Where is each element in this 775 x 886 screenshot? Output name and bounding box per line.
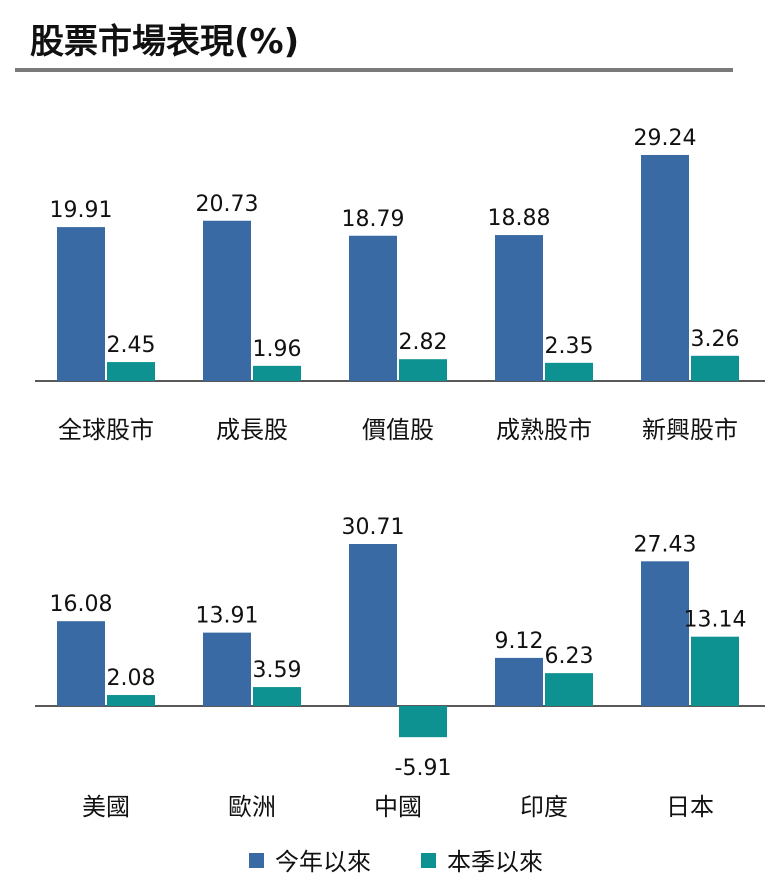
data-label: 19.91 [50,198,113,223]
bar-ytd [641,561,689,706]
bar-ytd [641,154,689,381]
data-label: 20.73 [196,192,259,217]
legend-label: 本季以來 [447,848,543,876]
bar-qtd [399,706,447,738]
category-label: 成熟股市 [496,416,592,444]
bar-qtd [253,687,301,706]
data-label: 18.88 [488,206,551,231]
category-label: 中國 [374,793,422,821]
data-label: 3.26 [691,327,740,352]
data-label: 27.43 [634,532,697,557]
category-label: 日本 [666,793,714,821]
data-label: 13.91 [196,604,259,629]
data-label: 30.71 [342,515,405,540]
bar-ytd [57,621,105,706]
title-divider [15,68,733,72]
data-label: 13.14 [684,608,747,633]
bar-ytd [495,235,543,381]
bar-qtd [107,695,155,706]
bar-qtd [545,673,593,706]
data-label: 2.35 [545,334,594,359]
bar-ytd [203,632,251,706]
bar-ytd [57,227,105,381]
category-label: 價值股 [362,416,434,444]
data-label: 2.08 [107,666,156,691]
category-label: 印度 [520,793,568,821]
category-label: 全球股市 [58,416,154,444]
category-label: 新興股市 [642,416,738,444]
legend-label: 今年以來 [275,848,371,876]
data-label: 2.45 [107,333,156,358]
bar-ytd [495,657,543,706]
bar-ytd [203,220,251,381]
bar-qtd [107,362,155,381]
data-label: 29.24 [634,126,697,151]
data-label: 1.96 [253,337,302,362]
data-label: 9.12 [495,629,544,654]
category-label: 成長股 [216,416,288,444]
data-label: 3.59 [253,658,302,683]
data-label: 6.23 [545,644,594,669]
data-label: 2.82 [399,330,448,355]
category-label: 歐洲 [228,793,276,821]
bar-qtd [691,636,739,706]
chart-title: 股票市場表現(%) [30,22,300,62]
data-label: 16.08 [50,592,113,617]
category-label: 美國 [82,793,130,821]
bar-ytd [349,235,397,381]
legend-swatch [421,853,436,868]
data-label: -5.91 [395,756,452,781]
bar-qtd [399,359,447,381]
legend-swatch [249,853,264,868]
bar-qtd [691,355,739,381]
data-label: 18.79 [342,207,405,232]
bar-ytd [349,544,397,706]
bar-qtd [545,362,593,381]
bar-qtd [253,365,301,381]
